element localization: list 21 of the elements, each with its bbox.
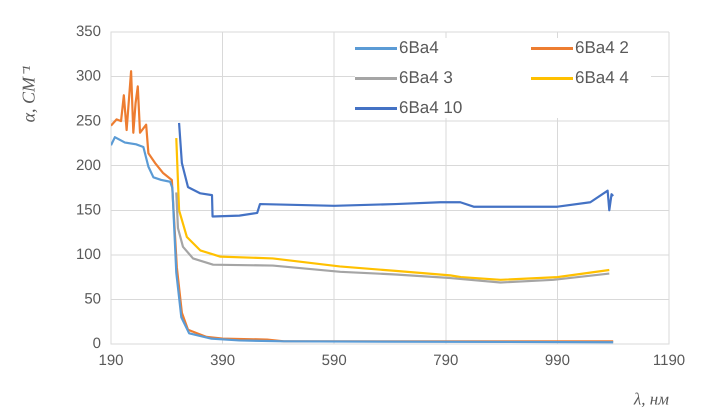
legend-label: 6Ba4 2 [575,38,629,58]
y-tick-label: 350 [76,23,101,40]
x-tick-label: 1190 [652,352,686,370]
x-axis-title: λ, нм [632,389,670,408]
legend-label: 6Ba4 4 [575,68,629,88]
y-tick-label: 0 [92,335,101,352]
legend-label: 6Ba4 [399,38,439,58]
x-tick-label: 190 [98,352,124,370]
y-tick-label: 50 [84,290,101,308]
legend-label: 6Ba4 3 [399,68,453,88]
y-tick-label: 250 [76,112,101,130]
y-tick-label: 100 [76,246,101,263]
legend-label: 6Ba4 10 [399,98,462,118]
x-tick-label: 590 [322,352,347,370]
x-tick-label: 990 [544,352,570,370]
x-tick-label: 390 [210,352,236,370]
y-tick-label: 300 [76,68,101,85]
y-tick-label: 200 [76,156,101,174]
y-tick-label: 150 [76,201,101,218]
y-axis-title: α, СМ⁻¹ [18,66,39,122]
x-tick-label: 790 [433,352,458,370]
